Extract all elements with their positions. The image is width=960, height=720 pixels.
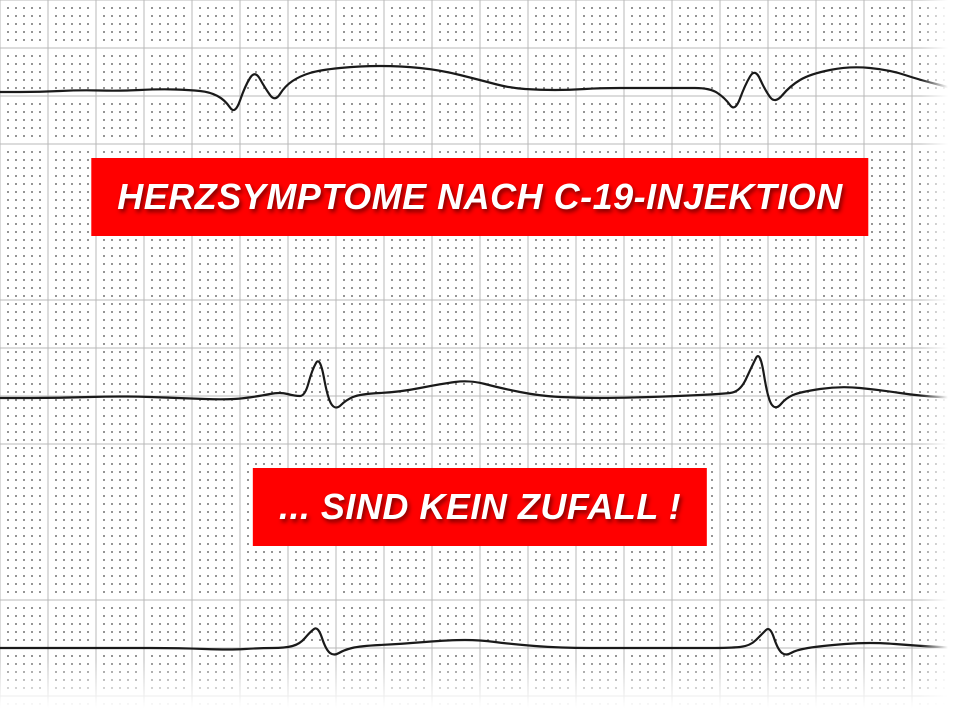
headline-banner-1: HERZSYMPTOME NACH C-19-INJEKTION xyxy=(91,158,868,236)
trace-layer xyxy=(0,0,960,720)
ecg-graphic: HERZSYMPTOME NACH C-19-INJEKTION ... SIN… xyxy=(0,0,960,720)
headline-banner-2: ... SIND KEIN ZUFALL ! xyxy=(253,468,707,546)
